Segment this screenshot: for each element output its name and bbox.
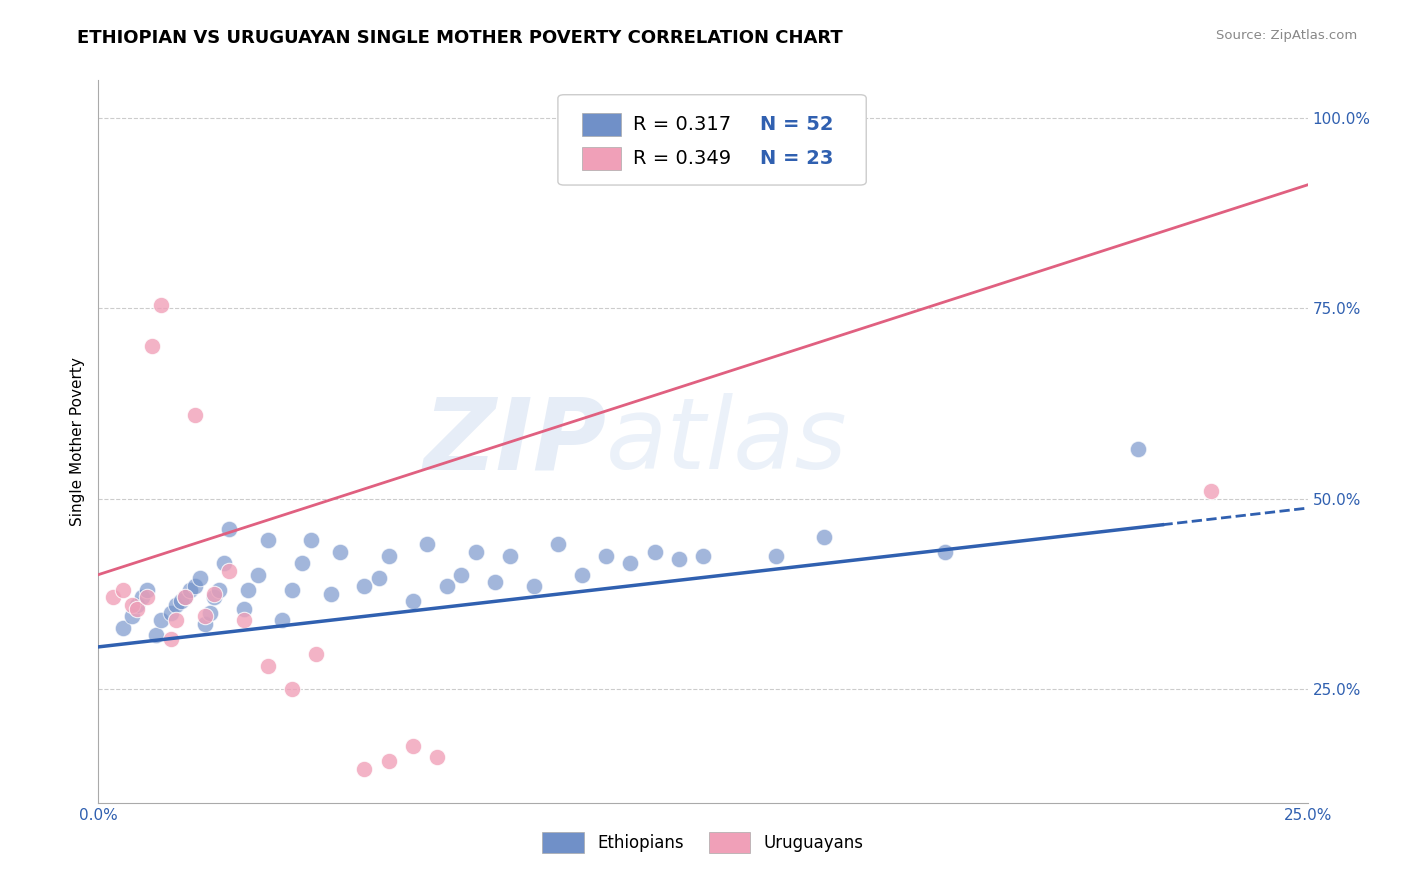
- Point: [934, 545, 956, 559]
- FancyBboxPatch shape: [582, 113, 621, 136]
- Point: [194, 609, 217, 624]
- Point: [141, 339, 163, 353]
- Point: [692, 549, 714, 563]
- Point: [426, 750, 449, 764]
- Text: N = 23: N = 23: [759, 149, 834, 168]
- Point: [160, 632, 183, 647]
- Text: R = 0.317: R = 0.317: [633, 115, 731, 135]
- Point: [644, 545, 666, 559]
- Point: [299, 533, 322, 548]
- Point: [377, 754, 399, 768]
- Point: [281, 681, 304, 696]
- Point: [135, 582, 157, 597]
- Point: [247, 567, 270, 582]
- Point: [174, 591, 197, 605]
- Point: [145, 628, 167, 642]
- Point: [218, 564, 240, 578]
- Point: [353, 762, 375, 776]
- Point: [402, 739, 425, 753]
- Point: [813, 530, 835, 544]
- Y-axis label: Single Mother Poverty: Single Mother Poverty: [69, 357, 84, 526]
- Point: [165, 598, 187, 612]
- Point: [111, 621, 134, 635]
- Point: [127, 602, 149, 616]
- Point: [523, 579, 546, 593]
- Point: [402, 594, 425, 608]
- Point: [194, 617, 217, 632]
- Point: [319, 587, 342, 601]
- Point: [329, 545, 352, 559]
- Point: [416, 537, 439, 551]
- Point: [184, 579, 207, 593]
- Point: [218, 522, 240, 536]
- Point: [232, 602, 254, 616]
- Point: [668, 552, 690, 566]
- Point: [135, 591, 157, 605]
- Point: [595, 549, 617, 563]
- Point: [150, 613, 173, 627]
- Point: [111, 582, 134, 597]
- Point: [208, 582, 231, 597]
- Point: [765, 549, 787, 563]
- Point: [121, 609, 143, 624]
- Point: [484, 575, 506, 590]
- Point: [131, 591, 153, 605]
- Point: [256, 533, 278, 548]
- Text: R = 0.349: R = 0.349: [633, 149, 731, 168]
- Text: atlas: atlas: [606, 393, 848, 490]
- Text: N = 52: N = 52: [759, 115, 834, 135]
- Point: [1199, 483, 1222, 498]
- Point: [121, 598, 143, 612]
- Point: [571, 567, 593, 582]
- Point: [169, 594, 191, 608]
- Point: [174, 591, 197, 605]
- Point: [238, 582, 260, 597]
- Point: [436, 579, 458, 593]
- Point: [450, 567, 472, 582]
- Point: [204, 591, 226, 605]
- Text: ZIP: ZIP: [423, 393, 606, 490]
- Point: [232, 613, 254, 627]
- Point: [101, 591, 124, 605]
- Point: [165, 613, 187, 627]
- FancyBboxPatch shape: [582, 146, 621, 169]
- Point: [1128, 442, 1150, 457]
- Point: [160, 606, 183, 620]
- Point: [127, 598, 149, 612]
- Point: [619, 556, 641, 570]
- Point: [271, 613, 294, 627]
- Point: [377, 549, 399, 563]
- Text: Source: ZipAtlas.com: Source: ZipAtlas.com: [1216, 29, 1357, 42]
- Point: [305, 648, 328, 662]
- Point: [212, 556, 235, 570]
- Point: [290, 556, 312, 570]
- Point: [188, 571, 211, 585]
- Point: [184, 408, 207, 422]
- Point: [498, 549, 520, 563]
- FancyBboxPatch shape: [558, 95, 866, 185]
- Point: [368, 571, 391, 585]
- Point: [547, 537, 569, 551]
- Point: [256, 659, 278, 673]
- Point: [353, 579, 375, 593]
- Text: ETHIOPIAN VS URUGUAYAN SINGLE MOTHER POVERTY CORRELATION CHART: ETHIOPIAN VS URUGUAYAN SINGLE MOTHER POV…: [77, 29, 844, 46]
- Legend: Ethiopians, Uruguayans: Ethiopians, Uruguayans: [536, 826, 870, 860]
- Point: [204, 587, 226, 601]
- Point: [464, 545, 486, 559]
- Point: [179, 582, 201, 597]
- Point: [198, 606, 221, 620]
- Point: [281, 582, 304, 597]
- Point: [150, 298, 173, 312]
